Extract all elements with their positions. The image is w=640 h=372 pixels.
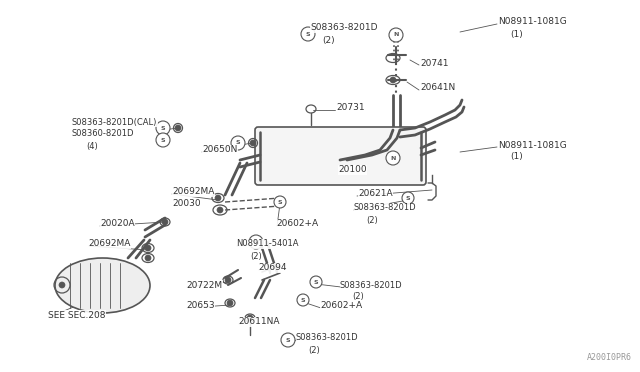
Circle shape: [250, 140, 256, 146]
Text: 20653: 20653: [186, 301, 214, 311]
Circle shape: [310, 276, 322, 288]
Text: 20731: 20731: [336, 103, 365, 112]
Circle shape: [301, 27, 315, 41]
Circle shape: [156, 133, 170, 147]
Text: S: S: [314, 279, 318, 285]
Text: 20030: 20030: [172, 199, 200, 208]
Circle shape: [389, 28, 403, 42]
Text: 20741: 20741: [420, 58, 449, 67]
Text: S: S: [306, 32, 310, 36]
Circle shape: [386, 151, 400, 165]
Text: S: S: [301, 298, 305, 302]
Circle shape: [225, 277, 231, 283]
Text: S08363-8201D: S08363-8201D: [354, 203, 417, 212]
Text: S: S: [161, 138, 165, 142]
Text: (2): (2): [308, 346, 320, 355]
Text: 20722M: 20722M: [186, 280, 222, 289]
Text: 20650N: 20650N: [202, 145, 237, 154]
Text: N: N: [394, 32, 399, 38]
Circle shape: [145, 245, 151, 251]
Text: 20020A: 20020A: [100, 219, 134, 228]
Text: (2): (2): [250, 251, 262, 260]
Circle shape: [145, 255, 151, 261]
Text: 20611NA: 20611NA: [238, 317, 280, 327]
Text: S: S: [406, 196, 410, 201]
Circle shape: [227, 300, 233, 306]
Text: S: S: [161, 125, 165, 131]
Text: (2): (2): [322, 35, 335, 45]
Text: 20692MA: 20692MA: [88, 240, 131, 248]
Text: (4): (4): [86, 141, 98, 151]
Circle shape: [231, 136, 245, 150]
Circle shape: [281, 333, 295, 347]
Text: N08911-1081G: N08911-1081G: [498, 17, 567, 26]
Circle shape: [249, 235, 263, 249]
Ellipse shape: [55, 258, 150, 313]
Circle shape: [156, 121, 170, 135]
Text: 20621A: 20621A: [358, 189, 392, 199]
Text: (2): (2): [352, 292, 364, 301]
Text: A200I0PR6: A200I0PR6: [587, 353, 632, 362]
Text: 20602+A: 20602+A: [320, 301, 362, 311]
Circle shape: [402, 192, 414, 204]
Text: 20694: 20694: [258, 263, 287, 273]
FancyBboxPatch shape: [255, 127, 426, 185]
Text: S08363-8201D: S08363-8201D: [296, 334, 358, 343]
Text: 20100: 20100: [338, 166, 367, 174]
Text: S: S: [285, 337, 291, 343]
Circle shape: [217, 207, 223, 213]
Text: S08363-8201D(CAL): S08363-8201D(CAL): [72, 118, 157, 126]
Circle shape: [162, 219, 168, 225]
Text: SEE SEC.208: SEE SEC.208: [48, 311, 106, 320]
Circle shape: [247, 315, 253, 321]
Text: N: N: [253, 240, 259, 244]
Text: S: S: [236, 141, 240, 145]
Text: 20692MA: 20692MA: [172, 187, 214, 196]
Circle shape: [390, 77, 396, 83]
Text: S08360-8201D: S08360-8201D: [72, 129, 134, 138]
Circle shape: [297, 294, 309, 306]
Text: 20641N: 20641N: [420, 83, 455, 93]
Circle shape: [175, 125, 181, 131]
Text: (2): (2): [366, 215, 378, 224]
Text: S08363-8201D: S08363-8201D: [340, 280, 403, 289]
Text: S: S: [278, 199, 282, 205]
Text: 20602+A: 20602+A: [276, 219, 318, 228]
Text: (1): (1): [510, 29, 523, 38]
Text: (1): (1): [510, 153, 523, 161]
Text: N: N: [390, 155, 396, 160]
Text: N08911-1081G: N08911-1081G: [498, 141, 567, 150]
Text: N08911-5401A: N08911-5401A: [236, 240, 298, 248]
Circle shape: [215, 195, 221, 201]
Circle shape: [59, 282, 65, 288]
Circle shape: [274, 196, 286, 208]
Text: S08363-8201D: S08363-8201D: [310, 23, 378, 32]
